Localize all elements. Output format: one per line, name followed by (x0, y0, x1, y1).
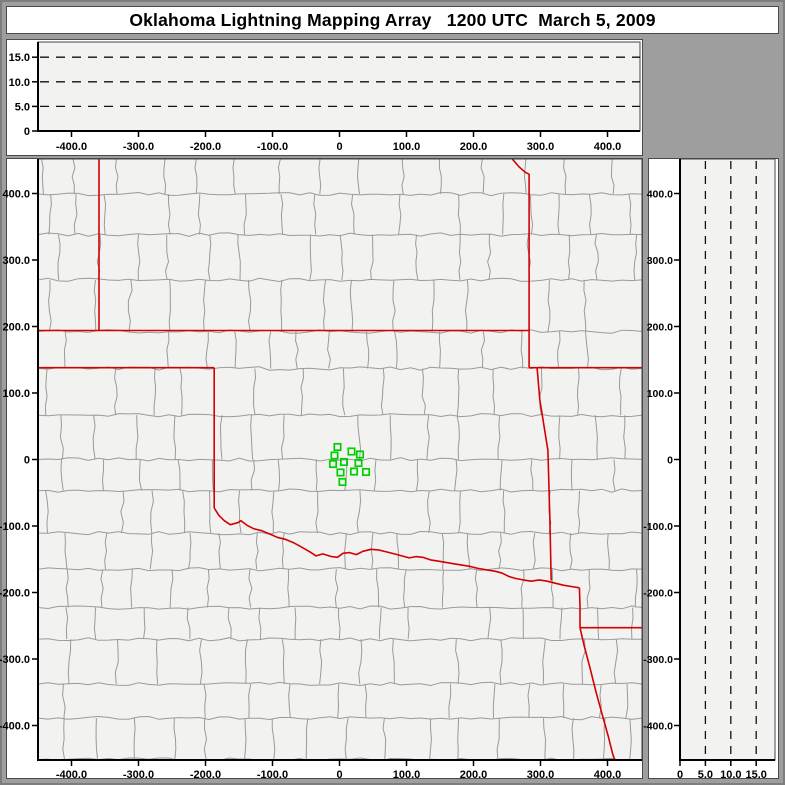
window-title-text: Oklahoma Lightning Mapping Array 1200 UT… (129, 9, 656, 30)
ew-distance-tick-label: 400.0 (594, 769, 622, 781)
lma-station-marker (336, 468, 345, 477)
lma-station-marker (333, 442, 342, 452)
altitude-tick-label: 15.0 (9, 52, 30, 64)
ns-distance-tick-label: -300.0 (643, 654, 673, 666)
y-axis-ticks: 15.0 10.0 5.0 0 (9, 52, 38, 138)
ew-distance-tick-label: 100.0 (393, 141, 421, 153)
ew-distance-tick-label: -400.0 (56, 769, 87, 781)
altitude-tick-label: 10.0 (9, 77, 30, 89)
ns-distance-tick-label: -400.0 (0, 721, 30, 733)
ns-distance-tick-label: 200.0 (2, 322, 30, 334)
ns-distance-tick-label: 400.0 (647, 189, 673, 201)
plan-view-map-panel: 400.0300.0200.0100.00-100.0-200.0-300.0-… (0, 158, 643, 781)
altitude-tick-label: 0 (24, 126, 30, 138)
lma-station-marker (354, 458, 363, 468)
ns-distance-tick-label: 300.0 (647, 255, 673, 267)
ns-distance-tick-label: 100.0 (2, 388, 30, 400)
lma-station-marker (339, 457, 349, 467)
dashed-altitude-gridlines (40, 56, 640, 108)
ns-distance-tick-label: -200.0 (0, 588, 30, 600)
lma-station-marker (347, 447, 356, 456)
ns-distance-tick-label: 100.0 (647, 388, 673, 400)
ew-distance-tick-label: 300.0 (527, 769, 555, 781)
ns-distance-tick-label: -100.0 (643, 521, 673, 533)
ns-distance-tick-label: 0 (24, 455, 30, 467)
x-axis-ticks: -400.0 -300.0 -200.0 -100.0 0 100.0 200.0 300.0… (56, 760, 621, 781)
ns-distance-tick-label: 300.0 (2, 255, 30, 267)
state-boundary-ok-ar-border (536, 367, 552, 581)
ew-distance-tick-label: 200.0 (460, 141, 488, 153)
ew-distance-tick-label: 400.0 (594, 141, 622, 153)
ew-distance-tick-label: -300.0 (123, 141, 154, 153)
x-axis-ticks: -400.0 -300.0 -200.0 -100.0 0 100.0 200.0 300.0… (56, 131, 621, 153)
lma-station-marker (355, 450, 365, 459)
lma-station-marker (330, 451, 339, 460)
ns-distance-tick-label: -300.0 (0, 654, 30, 666)
lma-station-marker (349, 467, 359, 476)
ew-distance-tick-label: -200.0 (190, 769, 221, 781)
ns-altitude-panel: 400.0 300.0 200.0 100.0 0 -100.0 -200.0 -300.0 -… (643, 158, 779, 781)
ns-distance-tick-label: -100.0 (0, 521, 30, 533)
ew-distance-tick-label: 300.0 (527, 141, 555, 153)
lma-station-marker (361, 467, 371, 477)
x-axis-ticks: 0 5.0 10.0 15.0 (677, 760, 767, 781)
lma-station-marker (328, 459, 338, 469)
ns-distance-tick-label: -200.0 (643, 588, 673, 600)
lma-station-marker (338, 477, 347, 487)
altitude-tick-label: 0 (677, 769, 683, 781)
ns-distance-tick-label: 0 (667, 455, 673, 467)
ns-distance-tick-label: -400.0 (643, 721, 673, 733)
altitude-tick-label: 5.0 (698, 769, 713, 781)
ew-distance-tick-label: -100.0 (257, 141, 288, 153)
ew-distance-tick-label: -100.0 (257, 769, 288, 781)
state-boundary-tx-la-border (579, 627, 616, 760)
ns-distance-tick-label: 200.0 (647, 322, 673, 334)
state-boundary-ks-mo-border (511, 159, 530, 368)
ns-distance-tick-label: 400.0 (2, 189, 30, 201)
title-bar: Oklahoma Lightning Mapping Array 1200 UT… (6, 6, 779, 34)
y-axis-ticks: 400.0 300.0 200.0 100.0 0 -100.0 -200.0 -300.0 -… (0, 189, 38, 733)
ew-distance-tick-label: 0 (336, 769, 342, 781)
y-axis-ticks: 400.0 300.0 200.0 100.0 0 -100.0 -200.0 -300.0 -… (643, 189, 680, 733)
ew-distance-tick-label: 200.0 (460, 769, 488, 781)
state-boundary-red-river-ok-tx (213, 507, 580, 589)
state-boundaries (39, 159, 642, 760)
dashed-altitude-gridlines (704, 161, 757, 758)
ew-distance-tick-label: -400.0 (56, 141, 87, 153)
ew-altitude-panel: 15.0 10.0 5.0 0 -400.0 -300.0 -200.0 -100.0 0 100… (6, 39, 643, 156)
county-lines (39, 159, 642, 760)
altitude-tick-label: 15.0 (745, 769, 766, 781)
ew-distance-tick-label: -300.0 (123, 769, 154, 781)
ew-distance-tick-label: 0 (336, 141, 342, 153)
altitude-tick-label: 10.0 (720, 769, 741, 781)
ew-distance-tick-label: -200.0 (190, 141, 221, 153)
state-boundary-tx-ar-border (578, 587, 581, 628)
altitude-tick-label: 5.0 (15, 101, 30, 113)
lma-station-markers (328, 442, 371, 487)
map-content (39, 159, 642, 760)
ew-distance-tick-label: 100.0 (393, 769, 421, 781)
